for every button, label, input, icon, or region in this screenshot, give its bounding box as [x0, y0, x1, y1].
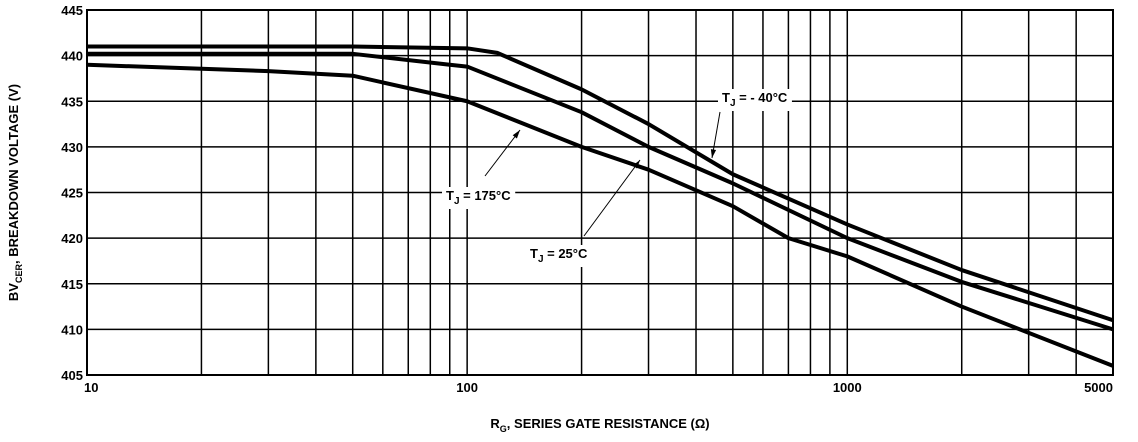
arrow-head — [632, 160, 640, 169]
label-part: T — [530, 246, 538, 261]
label-background — [718, 89, 792, 111]
y-tick-label: 430 — [61, 140, 83, 155]
x-axis-title: RG, SERIES GATE RESISTANCE (Ω) — [490, 416, 709, 434]
label-background — [526, 245, 592, 267]
annotation-arrow — [583, 159, 641, 237]
x-tick-label: 1000 — [833, 380, 862, 395]
y-axis-title: BVCER, BREAKDOWN VOLTAGE (V) — [6, 84, 24, 301]
label-part: = - 40°C — [736, 90, 788, 105]
y-tick-label: 425 — [61, 186, 83, 201]
x-tick-label: 5000 — [1084, 380, 1113, 395]
y-tick-label: 410 — [61, 322, 83, 337]
label-part: = 25°C — [544, 246, 588, 261]
y-tick-label: 415 — [61, 277, 83, 292]
plot-frame — [86, 9, 1114, 376]
label-part: BV — [6, 283, 21, 301]
label-part: , BREAKDOWN VOLTAGE (V) — [6, 84, 21, 264]
series-label: TJ = 175°C — [446, 188, 511, 207]
label-background — [442, 187, 516, 209]
label-part: J — [454, 196, 460, 207]
annotation-arrow — [484, 129, 521, 177]
arrow-head — [512, 130, 520, 139]
y-tick-label: 435 — [61, 94, 83, 109]
series-line — [87, 51, 1114, 332]
label-part: J — [538, 254, 544, 265]
x-tick-label: 100 — [456, 380, 478, 395]
label-part: G — [500, 424, 507, 434]
y-tick-label: 445 — [61, 3, 83, 18]
series-label: TJ = - 40°C — [722, 90, 788, 109]
y-tick-label: 440 — [61, 49, 83, 64]
label-part: R — [490, 416, 500, 431]
x-tick-label: 10 — [84, 380, 98, 395]
label-part: J — [730, 98, 736, 109]
label-part: CER — [14, 264, 24, 284]
label-part: T — [722, 90, 730, 105]
series-line — [87, 44, 1114, 323]
y-tick-label: 405 — [61, 368, 83, 383]
label-part: T — [446, 188, 454, 203]
series-label: TJ = 25°C — [530, 246, 588, 265]
y-tick-label: 420 — [61, 231, 83, 246]
label-part: = 175°C — [460, 188, 512, 203]
label-part: , SERIES GATE RESISTANCE (Ω) — [507, 416, 710, 431]
series-line — [86, 62, 1114, 368]
arrow-head — [710, 149, 717, 158]
